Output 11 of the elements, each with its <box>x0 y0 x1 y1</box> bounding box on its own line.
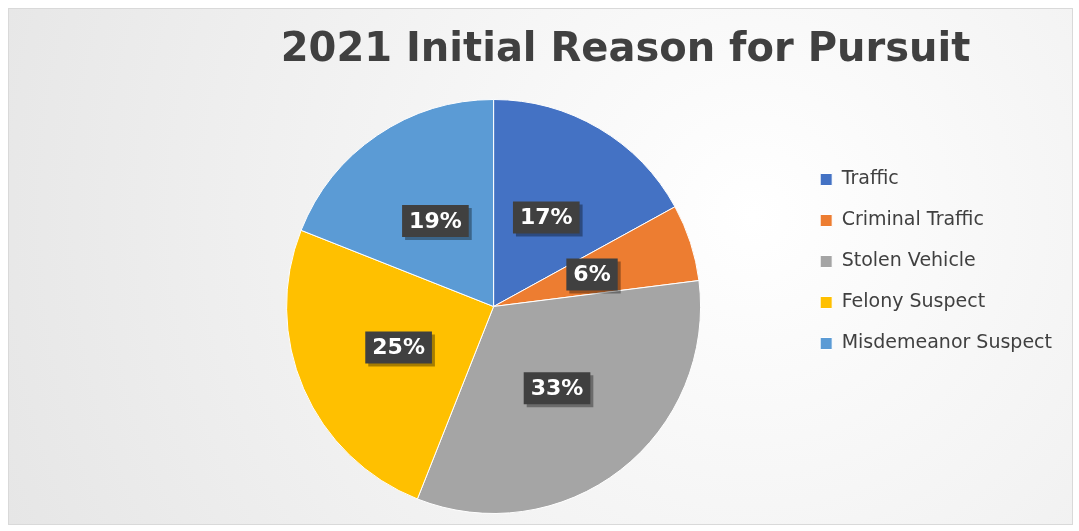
legend-label: Stolen Vehicle <box>841 248 976 271</box>
data-label: 19% <box>409 207 462 233</box>
legend-label: Felony Suspect <box>841 289 986 312</box>
data-label: 6% <box>573 261 611 287</box>
legend-label: Misdemeanor Suspect <box>841 330 1052 353</box>
data-label: 17% <box>519 204 573 230</box>
chart-title: 2021 Initial Reason for Pursuit <box>280 24 971 71</box>
data-label: 33% <box>530 375 584 400</box>
legend-label: Traffic <box>840 166 899 189</box>
data-label: 25% <box>372 334 425 360</box>
legend-label: Criminal Traffic <box>841 207 984 230</box>
